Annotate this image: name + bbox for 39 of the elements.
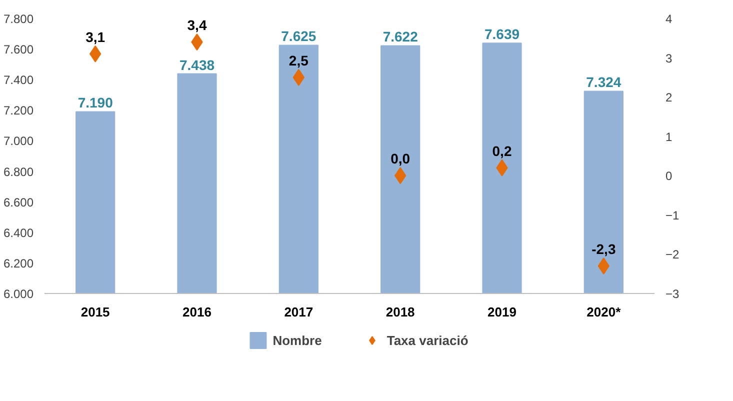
y-tick-label: 7.600 xyxy=(3,42,34,57)
x-tick-label: 2019 xyxy=(488,304,516,320)
y-tick-label: 6.200 xyxy=(3,256,34,270)
y2-tick-label: 2 xyxy=(666,90,672,105)
x-tick-label: 2015 xyxy=(80,304,110,320)
y2-tick-label: 1 xyxy=(666,130,672,144)
y2-tick-label: 3 xyxy=(666,51,672,66)
y-tick-label: 7.000 xyxy=(3,134,34,148)
y-tick-label: 7.800 xyxy=(3,12,34,26)
y-tick-label: 7.200 xyxy=(3,104,34,118)
data-label: 7.622 xyxy=(382,28,418,45)
legend-label: Nombre xyxy=(272,332,322,348)
point xyxy=(598,258,610,274)
data-label: 7.625 xyxy=(281,28,316,44)
data-label: 0,0 xyxy=(390,150,410,167)
data-label: 2,5 xyxy=(288,52,309,68)
y2-tick-label: −3 xyxy=(666,287,680,301)
y2-tick-label: 4 xyxy=(666,12,672,26)
data-label: 7.190 xyxy=(78,94,114,111)
x-tick-label: 2018 xyxy=(386,304,415,320)
data-label: 7.438 xyxy=(179,56,215,73)
legend-label: Taxa variació xyxy=(386,332,468,348)
x-tick-label: 2020* xyxy=(586,304,622,320)
y-tick-label: 6.400 xyxy=(3,226,34,240)
x-tick-label: 2016 xyxy=(182,304,212,320)
x-tick-label: 2017 xyxy=(284,304,314,320)
data-label: -2,3 xyxy=(592,241,616,257)
data-label: 7.639 xyxy=(484,26,520,42)
data-label: 7.324 xyxy=(586,74,622,90)
y-tick-label: 6.800 xyxy=(3,164,34,179)
y2-tick-label: 0 xyxy=(666,169,672,184)
data-label: 3,4 xyxy=(187,17,207,34)
y-tick-label: 6.000 xyxy=(3,287,34,301)
y-tick-label: 7.400 xyxy=(3,73,34,88)
y2-tick-label: −1 xyxy=(666,208,680,222)
y-tick-label: 6.600 xyxy=(3,195,34,210)
data-label: 0,2 xyxy=(492,142,512,159)
data-label: 3,1 xyxy=(86,28,106,45)
y2-tick-label: −2 xyxy=(666,248,680,262)
